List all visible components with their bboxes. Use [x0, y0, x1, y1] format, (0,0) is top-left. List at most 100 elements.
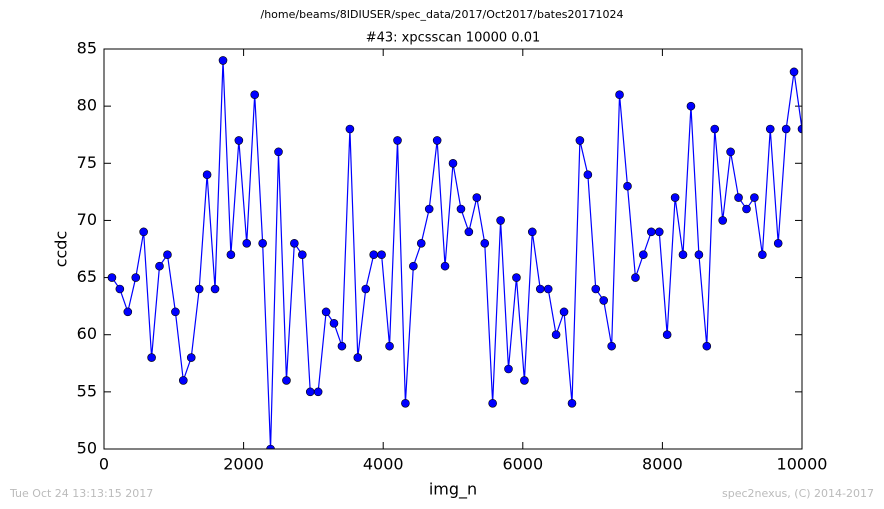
- data-point: [504, 364, 513, 374]
- data-point: [313, 387, 323, 397]
- data-point: [726, 147, 735, 157]
- x-tick-label: 8000: [642, 455, 683, 474]
- data-point: [742, 204, 751, 214]
- y-tick-label: 80: [77, 96, 97, 115]
- data-point: [210, 284, 220, 294]
- data-point: [290, 238, 299, 248]
- data-point: [662, 330, 672, 340]
- data-point: [163, 250, 172, 260]
- data-point: [393, 136, 402, 145]
- data-point: [202, 170, 212, 180]
- data-point: [147, 353, 156, 362]
- data-point: [345, 124, 355, 134]
- data-point: [369, 250, 379, 260]
- x-tick-label: 0: [99, 455, 109, 474]
- data-point: [178, 376, 188, 385]
- x-axis-label: img_n: [429, 480, 477, 500]
- data-point: [464, 227, 474, 237]
- data-point: [401, 398, 410, 408]
- y-tick-label: 55: [77, 381, 97, 400]
- data-point: [599, 296, 608, 305]
- data-point: [305, 387, 315, 397]
- data-point: [647, 227, 656, 237]
- data-point: [194, 284, 204, 294]
- data-point: [186, 353, 196, 362]
- y-tick-label: 65: [77, 267, 97, 286]
- data-point: [361, 284, 371, 294]
- data-point: [115, 284, 125, 294]
- data-point: [654, 227, 664, 237]
- data-point: [321, 307, 331, 317]
- data-point: [155, 261, 164, 271]
- data-point: [131, 273, 141, 282]
- y-tick-label: 85: [77, 39, 97, 58]
- data-point: [765, 124, 775, 134]
- data-point: [758, 250, 767, 260]
- data-point: [266, 444, 275, 449]
- data-point: [480, 238, 490, 248]
- data-point: [274, 147, 283, 157]
- data-point: [575, 136, 585, 145]
- data-point: [559, 307, 569, 317]
- data-point: [298, 250, 307, 260]
- data-point: [789, 67, 799, 77]
- data-point: [702, 341, 712, 351]
- footer-left: Tue Oct 24 13:13:15 2017: [9, 487, 153, 500]
- data-point: [456, 204, 466, 214]
- plot-area: [107, 56, 802, 449]
- data-point: [678, 250, 688, 260]
- data-point: [543, 284, 553, 294]
- footer-right: spec2nexus, (C) 2014-2017: [722, 487, 874, 500]
- plot-frame: [103, 48, 803, 450]
- data-point: [718, 216, 728, 225]
- data-point: [416, 238, 426, 248]
- y-tick-label: 60: [77, 324, 97, 343]
- data-point: [551, 330, 561, 340]
- data-point: [123, 307, 133, 317]
- data-point: [631, 273, 640, 282]
- y-tick-label: 75: [77, 153, 97, 172]
- data-point: [512, 273, 521, 282]
- data-point: [385, 341, 394, 351]
- data-point: [686, 101, 696, 111]
- data-point: [773, 238, 783, 248]
- data-point: [797, 124, 802, 134]
- data-point: [250, 90, 259, 100]
- x-tick-label: 6000: [502, 455, 543, 474]
- data-point: [377, 250, 386, 260]
- data-point: [258, 238, 267, 248]
- data-point: [527, 227, 537, 237]
- data-point: [139, 227, 148, 237]
- data-point: [432, 136, 442, 145]
- data-point: [171, 307, 180, 317]
- data-point: [615, 90, 624, 100]
- data-point: [424, 204, 434, 214]
- x-tick-label: 2000: [223, 455, 264, 474]
- data-point: [670, 193, 680, 202]
- data-point: [234, 136, 244, 145]
- y-axis-label: ccdc: [52, 231, 71, 268]
- data-point: [242, 238, 252, 248]
- y-tick-label: 50: [77, 439, 97, 458]
- chart-title: #43: xpcsscan 10000 0.01: [366, 31, 541, 46]
- data-point: [226, 250, 236, 260]
- data-point: [488, 398, 497, 408]
- data-point: [520, 376, 529, 385]
- data-point: [535, 284, 545, 294]
- data-point: [623, 181, 632, 191]
- data-point: [329, 318, 339, 328]
- data-point: [694, 250, 704, 260]
- data-point: [409, 261, 418, 271]
- data-point: [591, 284, 601, 294]
- data-point: [107, 273, 117, 282]
- data-point: [750, 193, 759, 202]
- data-point: [607, 341, 616, 351]
- data-point: [639, 250, 648, 260]
- data-point: [353, 353, 363, 362]
- data-point: [440, 261, 450, 271]
- data-point: [496, 216, 505, 225]
- data-point: [734, 193, 743, 202]
- data-point: [472, 193, 482, 202]
- data-point: [218, 56, 228, 65]
